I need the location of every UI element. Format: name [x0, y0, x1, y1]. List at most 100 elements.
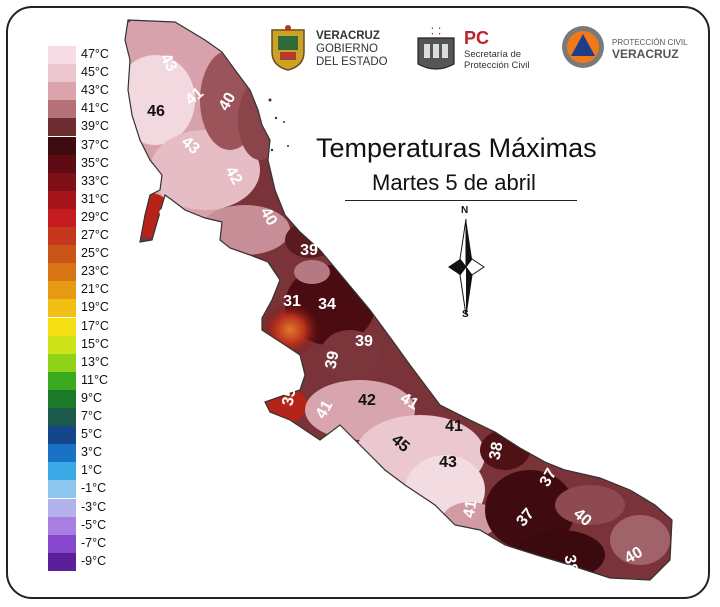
legend-label: 15°C: [81, 336, 109, 351]
temperature-label: 42: [358, 392, 376, 409]
temperature-label: 38: [486, 440, 507, 462]
legend-label: 9°C: [81, 390, 102, 405]
legend-swatch: [48, 46, 76, 64]
legend-swatch: [48, 281, 76, 300]
legend-swatch: [48, 408, 76, 426]
proteccion-line2: VERACRUZ: [612, 47, 679, 61]
temperature-label: 41: [460, 498, 481, 520]
legend-row: 13°C: [48, 353, 128, 372]
legend-row: -9°C: [48, 552, 128, 571]
legend-label: 37°C: [81, 137, 109, 152]
proteccion-line1: PROTECCIÓN CIVIL: [612, 38, 688, 47]
legend-swatch: [48, 118, 76, 137]
legend-label: 11°C: [81, 372, 109, 387]
legend-swatch: [48, 534, 76, 553]
legend-row: 5°C: [48, 426, 128, 445]
legend-swatch: [48, 498, 76, 517]
legend-label: -5°C: [81, 517, 107, 532]
temperature-label: 43: [439, 454, 457, 471]
legend-swatch: [48, 389, 76, 408]
temperature-label: 39: [300, 242, 318, 259]
legend-row: 15°C: [48, 335, 128, 354]
legend-row: 43°C: [48, 82, 128, 101]
legend-label: -3°C: [81, 499, 107, 514]
legend-swatch: [48, 263, 76, 282]
legend-swatch: [48, 136, 76, 155]
legend-swatch: [48, 172, 76, 191]
pc-building-icon: [417, 26, 455, 70]
legend-row: -7°C: [48, 534, 128, 553]
legend-label: 25°C: [81, 246, 109, 261]
veracruz-line1: VERACRUZ: [316, 30, 380, 42]
legend-row: 25°C: [48, 245, 128, 264]
legend-label: 33°C: [81, 173, 109, 188]
map-subtitle: Martes 5 de abril: [372, 170, 536, 195]
legend-row: 1°C: [48, 462, 128, 481]
temperature-label: 38: [560, 553, 581, 575]
legend-label: 31°C: [81, 191, 109, 206]
legend-row: 31°C: [48, 190, 128, 209]
pc-line2: Protección Civil: [464, 60, 530, 71]
legend-swatch: [48, 100, 76, 119]
legend-label: 19°C: [81, 300, 109, 315]
legend-swatch: [48, 462, 76, 481]
legend-row: 29°C: [48, 208, 128, 227]
legend-label: 13°C: [81, 354, 109, 369]
compass: N S: [444, 205, 488, 321]
legend-row: 17°C: [48, 317, 128, 336]
legend-row: 37°C: [48, 136, 128, 155]
legend-label: 5°C: [81, 427, 102, 442]
legend-row: 3°C: [48, 444, 128, 463]
legend-label: 23°C: [81, 264, 109, 279]
legend-row: -3°C: [48, 498, 128, 517]
legend-swatch: [48, 552, 76, 571]
legend-label: -1°C: [81, 481, 107, 496]
legend-label: 41°C: [81, 101, 109, 116]
temperature-label: 39: [322, 349, 343, 371]
legend-row: 47°C: [48, 46, 128, 64]
compass-north-label: N: [461, 205, 469, 216]
legend-row: 19°C: [48, 299, 128, 318]
legend-swatch: [48, 371, 76, 390]
legend-row: 23°C: [48, 263, 128, 282]
temperature-label: 46: [147, 103, 165, 120]
map-title: Temperaturas Máximas: [316, 133, 597, 163]
temperature-label: 41: [445, 418, 463, 435]
legend-row: 41°C: [48, 100, 128, 119]
subtitle-underline: [345, 200, 577, 201]
legend-row: -1°C: [48, 480, 128, 499]
legend-label: 29°C: [81, 209, 109, 224]
temperature-field: [125, 20, 672, 580]
legend-swatch: [48, 154, 76, 173]
legend-swatch: [48, 353, 76, 372]
legend-row: 9°C: [48, 389, 128, 408]
proteccion-civil-logo: PROTECCIÓN CIVIL VERACRUZ: [560, 24, 690, 72]
legend-row: -5°C: [48, 516, 128, 535]
legend-label: 47°C: [81, 47, 109, 61]
legend-row: 33°C: [48, 172, 128, 191]
legend-swatch: [48, 190, 76, 209]
temperature-label: 31: [283, 293, 301, 310]
legend-label: 45°C: [81, 65, 109, 80]
legend-row: 39°C: [48, 118, 128, 137]
veracruz-line2: GOBIERNO: [316, 43, 378, 55]
legend-row: 11°C: [48, 371, 128, 390]
map-frame: [6, 6, 710, 599]
legend-swatch: [48, 516, 76, 535]
legend-label: 3°C: [81, 445, 102, 460]
legend-label: 7°C: [81, 409, 102, 423]
legend-label: -7°C: [81, 535, 107, 550]
legend-label: 27°C: [81, 228, 109, 242]
legend-swatch: [48, 335, 76, 354]
legend-row: 45°C: [48, 64, 128, 83]
temperature-label: 35: [279, 386, 300, 408]
legend-swatch: [48, 317, 76, 336]
legend-swatch: [48, 82, 76, 101]
legend-swatch: [48, 208, 76, 227]
pc-mark: PC: [464, 28, 490, 48]
temperature-label: 39: [355, 333, 373, 350]
legend-swatch: [48, 64, 76, 83]
pc-logo: PC Secretaría de Protección Civil: [414, 24, 534, 74]
legend-label: 17°C: [81, 318, 109, 333]
